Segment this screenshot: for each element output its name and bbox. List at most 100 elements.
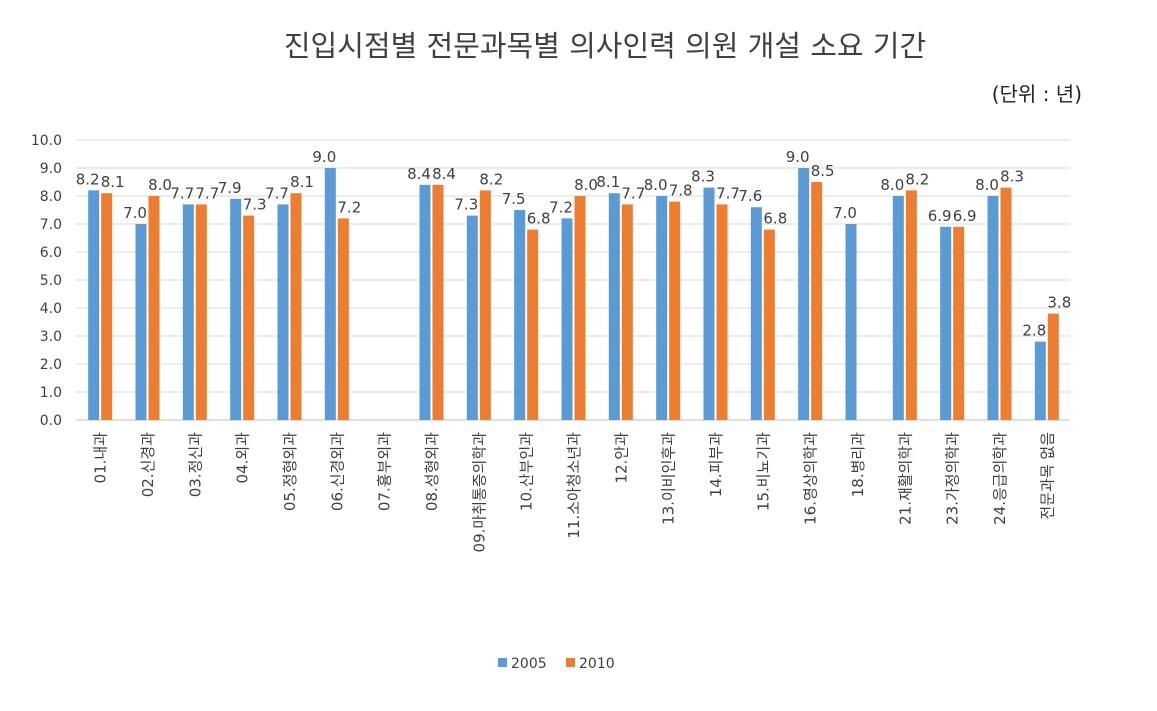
data-label-2005: 7.3 [454,196,478,214]
data-label-2010: 7.7 [621,184,645,202]
data-label-2005: 7.0 [123,204,147,222]
bar-2010 [1000,187,1012,420]
data-label-2010: 7.2 [337,198,361,216]
data-label-2005: 8.2 [76,170,100,188]
bar-2005 [656,196,668,420]
x-tick-label: 02.신경과 [139,432,157,497]
y-tick-label: 0.0 [40,413,62,429]
data-label-2010: 8.0 [574,176,598,194]
x-tick-label: 07.흉부외과 [376,432,394,511]
data-label-2010: 3.8 [1047,294,1071,312]
x-tick-label: 03.정신과 [186,432,204,497]
legend-swatch-2010 [566,658,575,667]
bar-2010 [1047,313,1059,420]
bar-2010 [669,201,681,420]
y-tick-label: 3.0 [40,329,62,345]
x-tick-label: 15.비뇨기과 [754,432,772,511]
x-tick-label: 04.외과 [234,432,252,484]
x-tick-label: 01.내과 [92,432,110,484]
bar-2010 [479,190,491,420]
data-label-2005: 8.1 [596,173,620,191]
data-label-2005: 8.3 [691,168,715,186]
x-tick-label: 06.신경외과 [328,432,346,511]
data-label-2005: 2.8 [1022,322,1046,340]
bar-2010 [243,215,255,420]
x-tick-label: 08.성형외과 [423,432,441,511]
bar-2005 [987,196,999,420]
data-label-2005: 9.0 [786,148,810,166]
data-label-2005: 7.9 [218,179,242,197]
y-tick-label: 9.0 [40,161,62,177]
y-tick-label: 4.0 [40,301,62,317]
bar-2005 [798,168,810,420]
x-tick-label: 전문과목 없음 [1038,432,1056,520]
bar-2005 [940,226,952,420]
data-label-2010: 7.7 [195,184,219,202]
bar-2005 [703,187,715,420]
legend-label-2010: 2010 [579,656,615,672]
x-tick-label: 23.가정의학과 [944,432,962,525]
data-label-2005: 7.7 [170,184,194,202]
data-label-2005: 8.0 [644,176,668,194]
x-tick-label: 12.안과 [612,432,630,484]
bar-2010 [763,229,775,420]
bar-2005 [561,218,573,420]
x-tick-label: 05.정형외과 [281,432,299,511]
data-label-2005: 7.6 [738,187,762,205]
bar-2005 [277,204,289,420]
bar-2005 [845,224,857,420]
data-label-2010: 8.3 [1000,168,1024,186]
bar-2005 [88,190,100,420]
data-label-2005: 8.4 [407,165,431,183]
bar-2010 [953,226,965,420]
x-tick-label: 13.이비인후과 [660,432,678,525]
x-tick-label: 21.재활의학과 [896,432,914,525]
data-label-2005: 7.0 [833,204,857,222]
data-label-2005: 7.2 [549,198,573,216]
data-label-2010: 7.7 [716,184,740,202]
x-tick-label: 14.피부과 [707,432,725,497]
data-label-2010: 6.9 [953,207,977,225]
x-tick-label: 09.마취통증의학과 [470,432,488,553]
legend-label-2005: 2005 [511,656,547,672]
data-label-2010: 7.3 [243,196,267,214]
bar-2010 [574,196,586,420]
y-tick-label: 5.0 [40,273,62,289]
bar-2010 [290,193,302,420]
data-label-2010: 8.5 [811,162,835,180]
data-label-2005: 9.0 [312,148,336,166]
bar-2010 [148,196,160,420]
bar-2005 [514,210,526,420]
x-tick-label: 11.소아청소년과 [565,432,583,539]
bar-2010 [905,190,917,420]
bar-2005 [324,168,336,420]
bar-2010 [716,204,728,420]
bar-2010 [195,204,207,420]
data-label-2005: 7.5 [502,190,526,208]
chart-title: 진입시점별 전문과목별 의사인력 의원 개설 소요 기간 [284,29,926,63]
legend: 2005 2010 [498,656,615,672]
bar-2010 [811,182,823,420]
y-tick-label: 6.0 [40,245,62,261]
bar-2010 [101,193,113,420]
y-tick-label: 8.0 [40,189,62,205]
data-label-2010: 8.2 [479,170,503,188]
bar-2005 [750,207,762,420]
data-label-2005: 8.0 [880,176,904,194]
y-tick-label: 1.0 [40,385,62,401]
data-label-2010: 7.8 [669,182,693,200]
data-label-2005: 7.7 [265,184,289,202]
x-tick-label: 10.산부인과 [518,432,536,511]
data-label-2010: 8.1 [290,173,314,191]
legend-swatch-2005 [498,658,507,667]
data-label-2010: 8.0 [148,176,172,194]
bar-2005 [182,204,194,420]
bar-2005 [419,184,431,420]
bar-2010 [432,184,444,420]
data-label-2005: 8.0 [975,176,999,194]
y-tick-label: 10.0 [31,133,62,149]
data-label-2010: 6.8 [527,210,551,228]
bar-2005 [230,198,242,420]
bar-2005 [608,193,620,420]
